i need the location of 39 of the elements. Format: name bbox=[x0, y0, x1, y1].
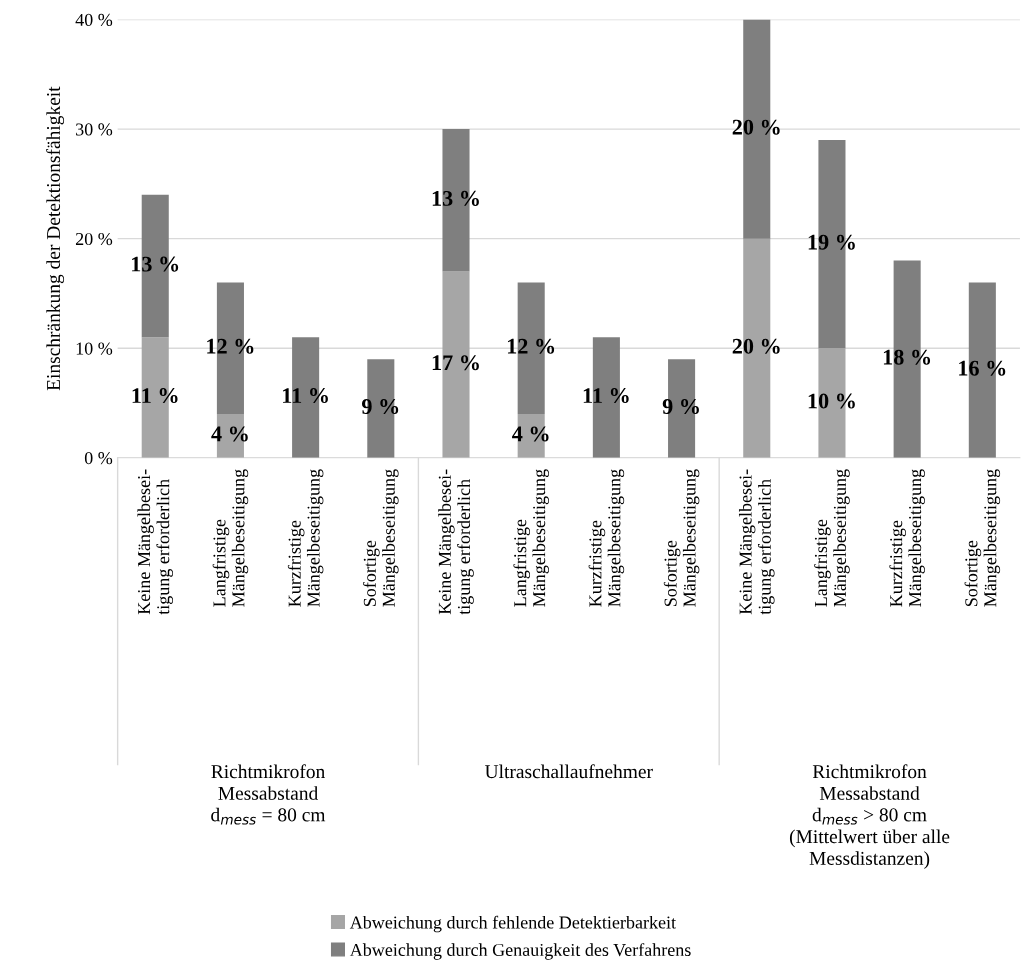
y-tick-label: 40 % bbox=[75, 13, 113, 27]
x-tick-label: Langfristige Mängelbeseitigung bbox=[212, 469, 249, 607]
x-tick-label: Keine Mängelbesei- tigung erforderlich bbox=[438, 469, 474, 615]
y-tick-label: 0 % bbox=[84, 452, 113, 465]
y-axis-title: Einschränkung der Detektionsfähigkeit bbox=[46, 86, 65, 391]
y-tick-label: 20 % bbox=[75, 232, 113, 246]
data-label: 16 % bbox=[959, 360, 1006, 376]
y-tick-label: 30 % bbox=[76, 123, 113, 136]
data-label: 20 % bbox=[732, 338, 780, 354]
data-label: 11 % bbox=[583, 388, 629, 404]
data-label: 11 % bbox=[132, 388, 178, 404]
data-label: 4 % bbox=[512, 426, 549, 442]
x-tick-label: Kurzfristige Mängelbeseitigung bbox=[588, 469, 625, 607]
x-tick-label: Keine Mängelbesei- tigung erforderlich bbox=[137, 469, 174, 615]
data-label: 20 % bbox=[732, 119, 780, 135]
x-tick-label: Kurzfristige Mängelbeseitigung bbox=[889, 469, 925, 607]
x-tick-label: Kurzfristige Mängelbeseitigung bbox=[287, 469, 324, 607]
data-label: 4 % bbox=[211, 426, 248, 442]
x-tick-label: Sofortige Mängelbeseitigung bbox=[363, 469, 399, 607]
x-tick-label: Keine Mängelbesei- tigung erforderlich bbox=[738, 469, 775, 615]
data-label: 10 % bbox=[808, 393, 855, 409]
data-label: 13 % bbox=[432, 190, 479, 206]
x-tick-label: Sofortige Mängelbeseitigung bbox=[964, 469, 1001, 607]
text: Richtmikrofon Messabstand d$_{mess}$ = 80 cm bbox=[211, 764, 326, 825]
text: Richtmikrofon Messabstand d$_{mess}$ > 80 cm (Mittelwert über alle Messdistanzen) bbox=[789, 764, 950, 869]
data-label: 12 % bbox=[207, 338, 254, 354]
data-label: 11 % bbox=[283, 388, 328, 404]
x-tick-label: Sofortige Mängelbeseitigung bbox=[663, 469, 700, 607]
data-label: 17 % bbox=[432, 355, 479, 371]
x-tick-label: Langfristige Mängelbeseitigung bbox=[513, 469, 549, 607]
y-tick-label: 10 % bbox=[76, 342, 113, 355]
text: Ultraschallaufnehmer bbox=[484, 764, 653, 779]
data-label: 18 % bbox=[883, 349, 931, 365]
legend-label: Abweichung durch Genauigkeit des Verfahrens bbox=[349, 943, 691, 960]
data-label: 12 % bbox=[507, 338, 555, 354]
legend-label: Abweichung durch fehlende Detektierbarkeit bbox=[349, 915, 676, 933]
data-label: 19 % bbox=[808, 234, 855, 250]
data-label: 13 % bbox=[132, 256, 179, 272]
x-tick-label: Langfristige Mängelbeseitigung bbox=[814, 469, 850, 607]
